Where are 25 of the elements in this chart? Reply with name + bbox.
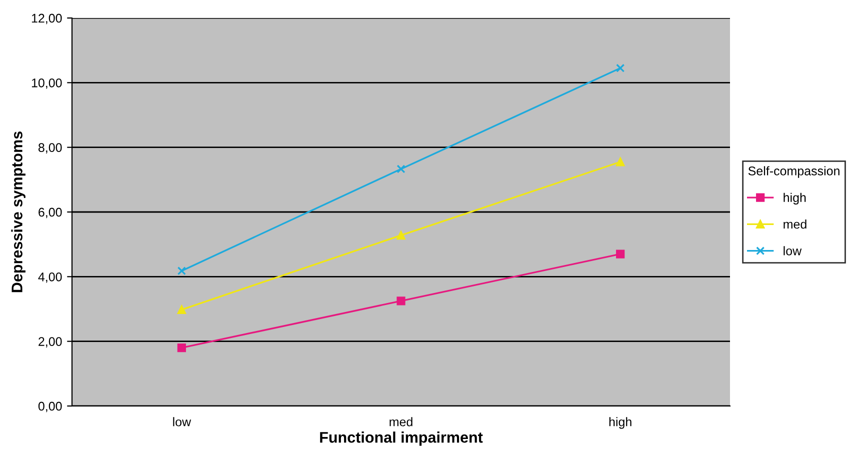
legend-label: med <box>784 220 806 229</box>
legend-label: low <box>784 246 802 256</box>
y-tick-label: 0,00 <box>38 402 62 412</box>
y-tick-label: 12,00 <box>32 14 62 24</box>
x-tick-label: med <box>390 417 412 426</box>
point <box>396 296 406 306</box>
legend-title: Self-compassion <box>748 166 840 178</box>
point <box>616 250 625 258</box>
x-tick-label: high <box>609 417 632 429</box>
point <box>177 343 186 352</box>
point <box>616 64 625 72</box>
point <box>177 305 186 314</box>
point <box>177 266 186 276</box>
legend-label: high <box>784 192 806 204</box>
x-tick-label: low <box>173 417 192 426</box>
y-tick-label: 8,00 <box>38 143 62 154</box>
x-axis-title: Functional impairment <box>320 432 483 446</box>
y-tick-label: 2,00 <box>38 337 62 348</box>
point <box>396 164 406 174</box>
y-axis-title: Depressive symptoms <box>11 132 26 292</box>
y-tick-label: 10,00 <box>32 78 62 89</box>
point <box>396 230 406 240</box>
point <box>616 158 625 166</box>
y-tick-label: 4,00 <box>38 272 62 283</box>
y-tick-label: 6,00 <box>38 208 62 218</box>
